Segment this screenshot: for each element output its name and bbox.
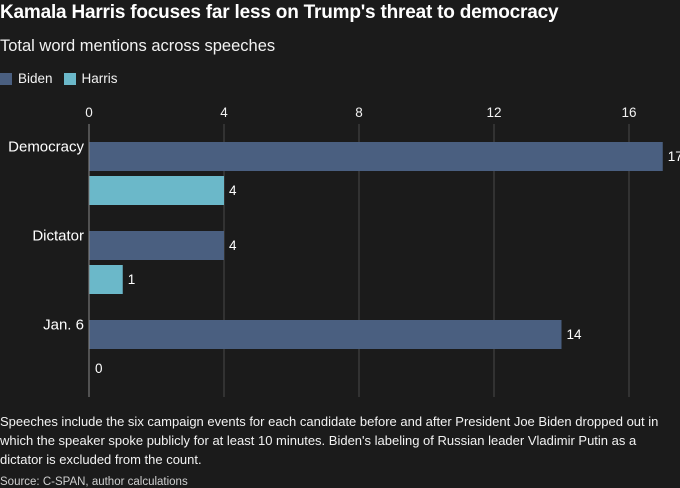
bar-chart: 0 4 8 12 16 Democracy Dictator Jan. 6 17 4 14 4 1 0 xyxy=(8,105,680,397)
x-tick-label: 12 xyxy=(486,105,501,120)
legend-item-biden: Biden xyxy=(0,71,53,86)
legend-swatch-harris xyxy=(63,72,76,85)
bar-biden xyxy=(89,231,224,260)
data-label: 4 xyxy=(229,183,237,198)
bar-harris xyxy=(89,265,123,294)
chart-source: Source: C-SPAN, author calculations xyxy=(0,476,188,488)
data-label: 4 xyxy=(229,238,237,253)
bar-biden xyxy=(89,142,663,171)
chart-title: Kamala Harris focuses far less on Trump'… xyxy=(0,2,559,23)
category-label: Dictator xyxy=(32,227,84,244)
category-label: Democracy xyxy=(8,138,84,155)
data-label: 0 xyxy=(95,361,103,376)
legend-label-biden: Biden xyxy=(18,71,53,86)
x-tick-label: 8 xyxy=(355,105,363,120)
category-label: Jan. 6 xyxy=(43,316,84,333)
legend: Biden Harris xyxy=(0,71,129,86)
x-tick-label: 0 xyxy=(85,105,93,120)
bar-harris xyxy=(89,176,224,205)
chart-note: Speeches include the six campaign events… xyxy=(0,414,659,467)
bar-biden xyxy=(89,320,562,349)
data-label: 17 xyxy=(668,149,680,164)
x-tick-label: 16 xyxy=(621,105,636,120)
data-label: 1 xyxy=(128,272,136,287)
data-label: 14 xyxy=(567,327,583,342)
x-tick-label: 4 xyxy=(220,105,228,120)
chart-subtitle: Total word mentions across speeches xyxy=(0,37,276,55)
legend-swatch-biden xyxy=(0,72,12,85)
legend-label-harris: Harris xyxy=(81,71,118,86)
legend-item-harris: Harris xyxy=(63,71,118,86)
